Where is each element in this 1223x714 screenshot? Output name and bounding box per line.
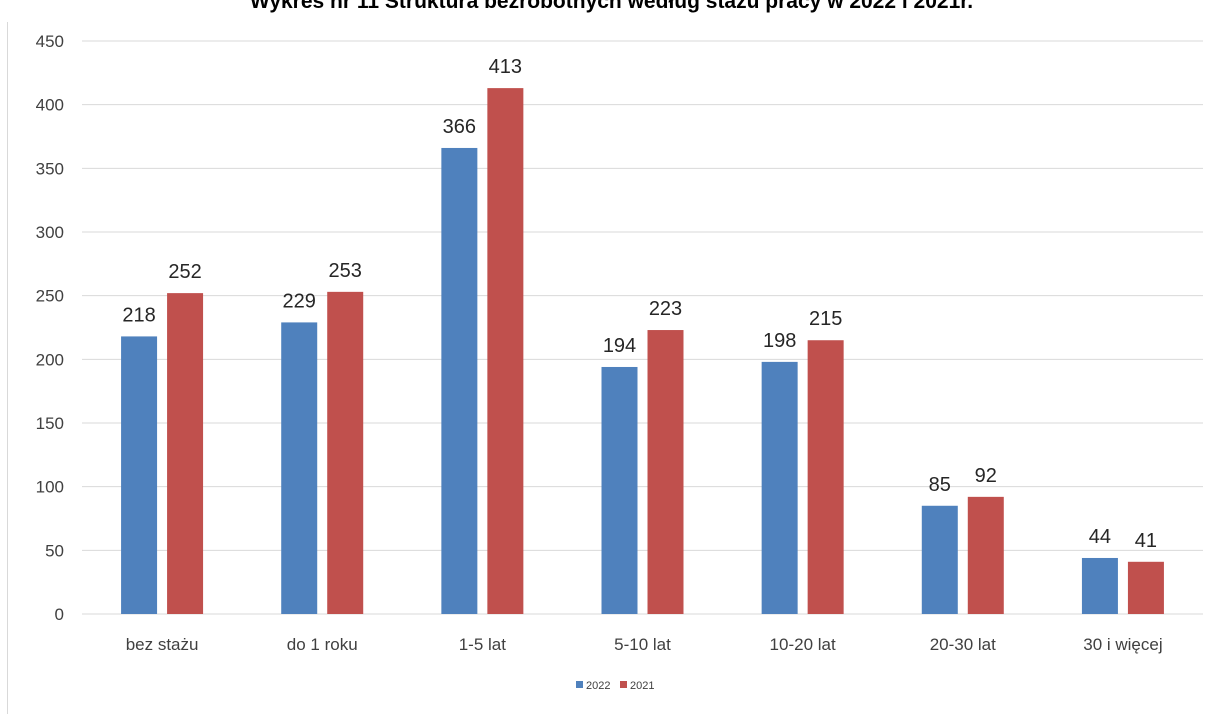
legend-label: 2022 — [586, 680, 610, 692]
bars — [121, 88, 1164, 614]
x-tick-label: 30 i więcej — [1083, 635, 1162, 654]
bar-2022-3 — [601, 366, 638, 614]
bar-2021-3 — [647, 330, 684, 614]
y-axis: 0 50 100 150 200 250 300 350 400 450 — [36, 32, 64, 624]
y-tick-label: 250 — [36, 287, 64, 306]
bar-2021-0 — [167, 293, 204, 614]
data-label: 218 — [122, 304, 155, 326]
x-tick-label: bez stażu — [126, 635, 199, 654]
data-label: 223 — [649, 298, 682, 320]
y-tick-label: 50 — [45, 541, 64, 560]
x-tick-label: 10-20 lat — [770, 635, 836, 654]
x-tick-label: do 1 roku — [287, 635, 358, 654]
bar-2021-1 — [327, 291, 364, 614]
data-label: 194 — [603, 335, 636, 357]
data-labels: 218 252 229 253 366 413 194 223 198 215 85 92 44 41 — [122, 56, 1157, 552]
data-label: 252 — [168, 261, 201, 283]
bar-2022-2 — [441, 147, 478, 614]
data-label: 366 — [443, 116, 476, 138]
bar-2022-6 — [1081, 557, 1118, 614]
legend-item: 2021 — [620, 680, 654, 692]
bar-2021-6 — [1127, 561, 1164, 614]
legend-label: 2021 — [630, 680, 654, 692]
x-axis: bez stażu do 1 roku 1-5 lat 5-10 lat 10-20 l… — [126, 635, 1163, 654]
data-label: 413 — [489, 56, 522, 78]
gridlines — [82, 40, 1203, 615]
y-tick-label: 0 — [55, 605, 64, 624]
bar-2021-4 — [807, 340, 844, 614]
y-tick-label: 150 — [36, 414, 64, 433]
y-tick-label: 450 — [36, 32, 64, 51]
bar-2021-2 — [487, 88, 524, 614]
data-label: 41 — [1135, 530, 1157, 552]
bar-2022-4 — [761, 361, 798, 614]
chart-frame — [7, 22, 1223, 714]
x-tick-label: 5-10 lat — [614, 635, 671, 654]
bar-2022-5 — [921, 505, 958, 614]
y-tick-label: 200 — [36, 350, 64, 369]
data-label: 44 — [1089, 526, 1111, 548]
bar-2022-0 — [121, 336, 158, 614]
y-tick-label: 350 — [36, 159, 64, 178]
y-tick-label: 300 — [36, 223, 64, 242]
data-label: 198 — [763, 330, 796, 352]
chart-title: Wykres nr 11 Struktura bezrobotnych wedł… — [249, 0, 974, 13]
data-label: 92 — [975, 465, 997, 487]
data-label: 253 — [329, 260, 362, 282]
y-tick-label: 400 — [36, 96, 64, 115]
x-tick-label: 1-5 lat — [459, 635, 507, 654]
data-label: 229 — [283, 290, 316, 312]
x-tick-label: 20-30 lat — [930, 635, 996, 654]
legend-swatch — [620, 681, 627, 688]
bar-2021-5 — [967, 496, 1004, 614]
legend-item: 2022 — [576, 680, 610, 692]
y-tick-label: 100 — [36, 478, 64, 497]
bar-2022-1 — [281, 322, 318, 614]
legend: 2022 2021 — [576, 680, 654, 692]
legend-swatch — [576, 681, 583, 688]
data-label: 215 — [809, 308, 842, 330]
data-label: 85 — [929, 474, 951, 496]
